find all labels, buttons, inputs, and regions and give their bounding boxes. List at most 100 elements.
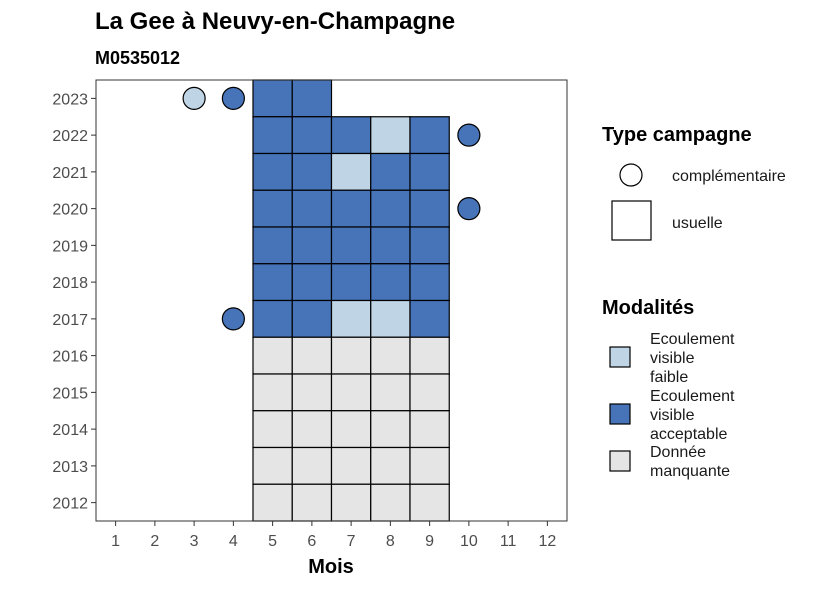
cell-2016-6 [291,336,333,375]
cell-2015-5 [252,373,293,412]
x-tick-label-11: 11 [500,533,517,550]
cell-2018-8 [370,263,411,302]
y-tick-label-2018: 2018 [52,275,88,292]
cell-2019-9 [409,226,450,265]
legend-acceptable-label: Ecoulement visible acceptable [650,388,739,443]
y-axis-ticks: 2012 2013 2014 2015 2016 2017 2018 2019 2020 2021… [52,91,96,513]
legend-acceptable-key [609,403,631,425]
cell-2021-8 [370,152,411,191]
legend-modalite-title: Modalités [602,297,694,319]
cell-2014-5 [252,410,293,449]
cell-2022-8 [370,116,411,155]
cell-2013-5 [252,446,293,485]
chart-subtitle: M0535012 [95,48,180,68]
cell-2017-5 [252,299,293,338]
cell-2019-7 [330,226,372,265]
cell-2015-8 [370,373,411,412]
legend-faible-line-1: Ecoulement [650,331,735,348]
cell-2015-9 [409,373,450,412]
cell-2022-6 [291,116,333,155]
y-tick-label-2012: 2012 [52,496,88,513]
cell-2016-5 [252,336,293,375]
cell-2014-8 [370,410,411,449]
cell-2014-7 [330,410,372,449]
usuelle-cells [252,79,450,522]
y-tick-label-2023: 2023 [52,91,88,108]
cell-2018-9 [409,263,450,302]
y-tick-label-2015: 2015 [52,385,88,402]
legend-complementaire-key [619,163,643,187]
cell-2016-9 [409,336,450,375]
cell-2022-9 [409,116,450,155]
cell-2019-8 [370,226,411,265]
cell-2017-8 [370,299,411,338]
point-2023-3 [182,86,206,110]
cell-2020-8 [370,189,411,228]
x-tick-label-7: 7 [347,533,356,550]
x-tick-label-3: 3 [190,533,199,550]
x-tick-label-6: 6 [307,533,316,550]
cell-2021-6 [291,152,333,191]
cell-2018-7 [330,263,372,302]
point-2022-10 [457,123,481,147]
cell-2013-7 [330,446,372,485]
y-tick-label-2019: 2019 [52,238,88,255]
cell-2020-6 [291,189,333,228]
cell-2015-7 [330,373,372,412]
cell-2023-5 [252,79,293,118]
cell-2012-7 [330,483,372,522]
cell-2013-6 [291,446,333,485]
cell-2023-6 [291,79,333,118]
cell-2012-9 [409,483,450,522]
legend-complementaire-label: complémentaire [672,168,786,185]
y-tick-label-2022: 2022 [52,128,88,145]
cell-2012-5 [252,483,293,522]
point-2023-4 [221,86,245,110]
legend-acceptable-line-3: acceptable [650,426,727,443]
plot-border [95,79,568,522]
cell-2015-6 [291,373,333,412]
x-tick-label-2: 2 [150,533,159,550]
cell-2021-9 [409,152,450,191]
legend-usuelle-key [611,200,652,241]
cell-2012-8 [370,483,411,522]
x-tick-label-8: 8 [386,533,395,550]
legend-faible-key [609,346,631,368]
cell-2019-6 [291,226,333,265]
cell-2017-7 [330,299,372,338]
cell-2017-9 [409,299,450,338]
cell-2016-8 [370,336,411,375]
cell-2013-9 [409,446,450,485]
x-tick-label-10: 10 [460,533,478,550]
legend-acceptable-line-2: visible [650,407,695,424]
cell-2013-8 [370,446,411,485]
point-2017-4 [221,307,245,331]
y-tick-label-2014: 2014 [52,422,88,439]
x-axis-title: Mois [308,556,354,578]
x-tick-label-9: 9 [425,533,434,550]
x-tick-label-12: 12 [538,533,556,550]
complementaire-points [182,86,481,331]
cell-2018-5 [252,263,293,302]
legend-manquante-line-2: manquante [650,463,730,480]
legend-acceptable-line-1: Ecoulement [650,388,735,405]
legend-faible-label: Ecoulement visible faible [650,331,739,386]
y-tick-label-2020: 2020 [52,202,88,219]
cell-2020-9 [409,189,450,228]
cell-2022-5 [252,116,293,155]
legend-faible-line-2: visible [650,350,695,367]
legend-manquante-key [609,450,631,472]
cell-2019-5 [252,226,293,265]
x-axis-ticks: 1 2 3 4 5 6 7 8 9 10 11 12 [111,521,556,550]
cell-2020-7 [330,189,372,228]
legend-faible-line-3: faible [650,369,688,386]
y-tick-label-2021: 2021 [52,165,88,182]
legend-type-title: Type campagne [602,124,752,146]
chart-title: La Gee à Neuvy-en-Champagne [95,8,455,35]
x-tick-label-1: 1 [111,533,120,550]
legend-usuelle-label: usuelle [672,215,723,232]
legend-manquante-line-1: Donnée [650,444,706,461]
cell-2016-7 [330,336,372,375]
cell-2014-6 [291,410,333,449]
